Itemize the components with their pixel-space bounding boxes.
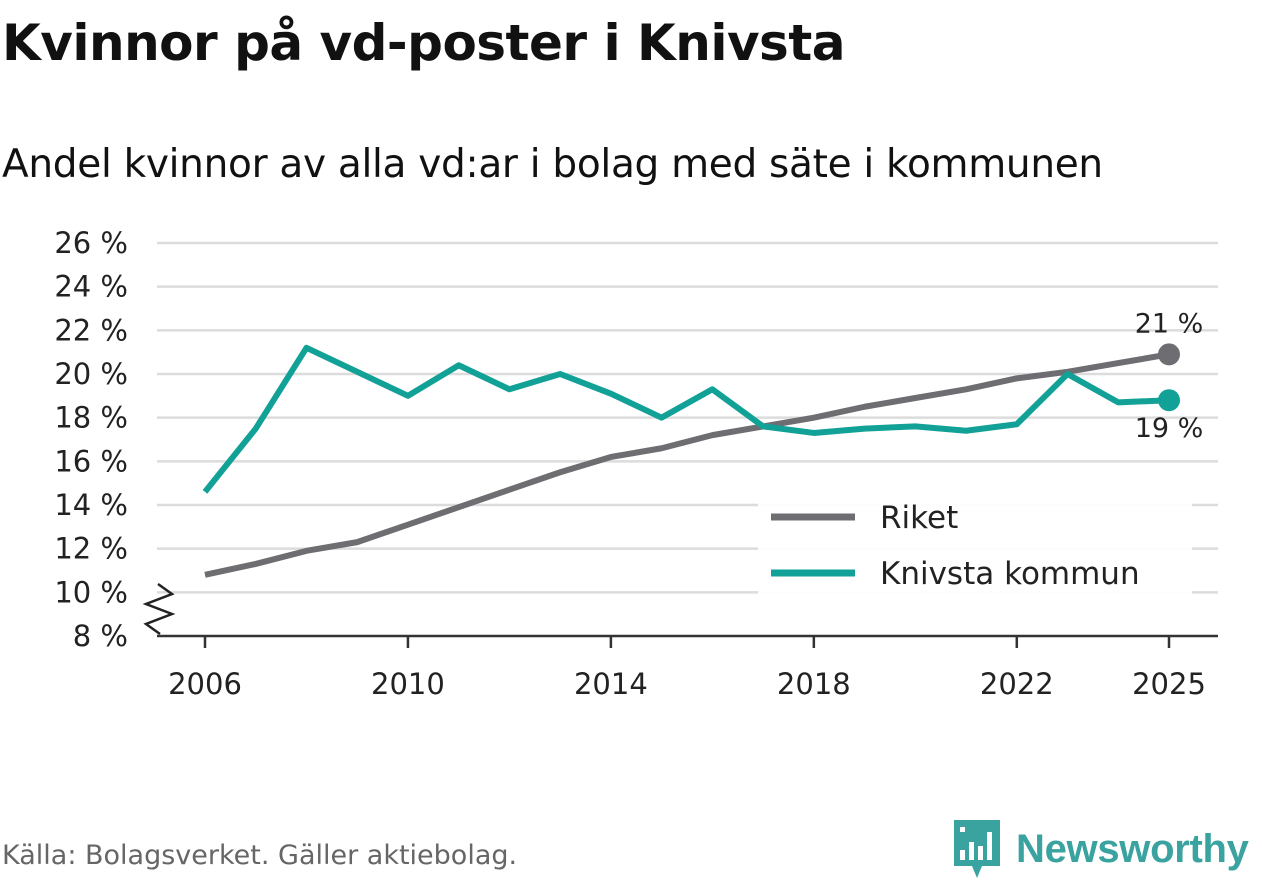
x-tick-label: 2006 [168, 667, 242, 701]
y-tick-label: 26 % [54, 226, 128, 260]
y-tick-label: 24 % [54, 270, 128, 304]
y-tick-label: 16 % [54, 444, 128, 478]
chart-subtitle: Andel kvinnor av alla vd:ar i bolag med … [2, 142, 1103, 187]
end-label-knivsta-kommun: 19 % [1135, 413, 1204, 444]
chart-title: Kvinnor på vd-poster i Knivsta [2, 14, 845, 72]
series-line-knivsta-kommun [202, 344, 1170, 494]
y-tick-label: 22 % [54, 313, 128, 347]
series-line-riket [204, 351, 1170, 578]
y-axis: 8 % 10 % 12 % 14 % 16 % 18 % 20 % 22 % 24 % 26 % [54, 226, 128, 653]
end-point-knivsta-kommun [1158, 389, 1180, 412]
axis-break-icon [142, 582, 176, 636]
legend-label-riket: Riket [880, 500, 958, 536]
x-tick-label: 2025 [1132, 667, 1206, 701]
x-tick-label: 2018 [777, 667, 851, 701]
y-tick-label: 14 % [54, 488, 128, 522]
x-tick-label: 2022 [980, 667, 1054, 701]
series-lines [202, 343, 1180, 578]
brand-name: Newsworthy [1016, 826, 1249, 871]
x-tick-label: 2010 [371, 667, 445, 701]
y-tick-label: 8 % [73, 619, 128, 653]
end-labels: 21 % 19 % [1135, 308, 1204, 444]
legend: Riket Knivsta kommun [758, 492, 1192, 595]
end-point-riket [1158, 343, 1180, 366]
legend-label-knivsta-kommun: Knivsta kommun [880, 556, 1140, 592]
grid-lines [157, 241, 1218, 594]
brand-logo: Newsworthy [952, 818, 1249, 880]
y-tick-label: 20 % [54, 357, 128, 391]
newsworthy-icon [954, 820, 1000, 878]
legend-background [758, 492, 1192, 595]
x-tick-label: 2014 [574, 667, 648, 701]
y-tick-label: 12 % [54, 532, 128, 566]
x-axis: 2006 2010 2014 2018 2022 2025 [157, 634, 1218, 701]
y-tick-label: 18 % [54, 401, 128, 435]
y-tick-label: 10 % [54, 575, 128, 609]
end-label-riket: 21 % [1135, 308, 1204, 339]
source-note: Källa: Bolagsverket. Gäller aktiebolag. [2, 840, 518, 871]
